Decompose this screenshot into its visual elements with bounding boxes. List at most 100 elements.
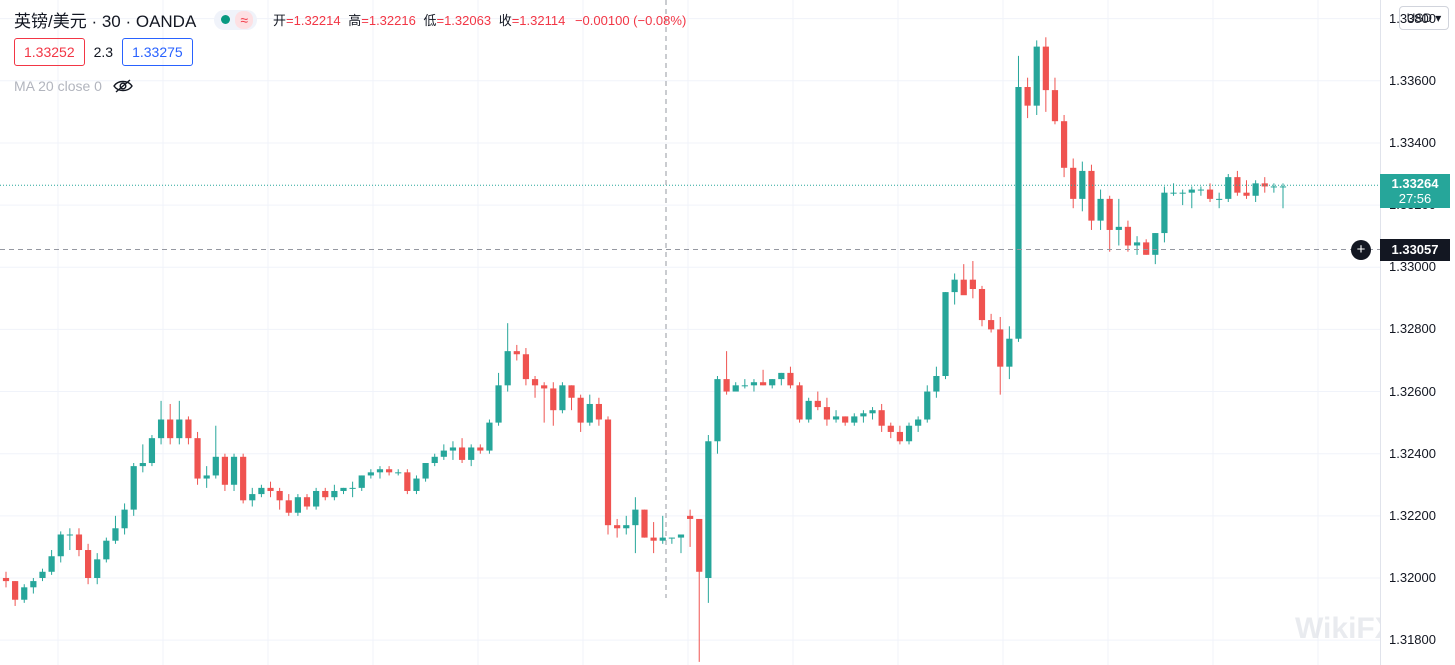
price-tick-label: 1.33000 (1389, 259, 1436, 275)
candle-body (1170, 192, 1177, 194)
candle-body (531, 379, 539, 386)
price-tick-label: 1.33600 (1389, 72, 1436, 88)
candle-body (1252, 183, 1259, 196)
open-value: =1.32214 (286, 13, 341, 28)
candle-body (1106, 198, 1113, 230)
candlestick-chart[interactable] (0, 0, 1380, 665)
candle-body (148, 438, 156, 464)
ohlc-values: 开=1.32214 高=1.32216 低=1.32063 收=1.32114 … (273, 10, 686, 29)
candle-body (668, 537, 675, 539)
low-value: =1.32063 (436, 13, 492, 28)
candle-body (12, 581, 19, 600)
candle-body (358, 475, 365, 488)
candle-body (915, 419, 922, 426)
candle-body (468, 447, 475, 460)
candle-body (933, 376, 940, 392)
candle-body (285, 500, 292, 513)
high-value: =1.32216 (361, 13, 416, 28)
eye-crossed-icon[interactable] (112, 78, 134, 94)
candle-body (851, 416, 858, 423)
buy-price-button[interactable]: 1.33275 (122, 38, 193, 66)
price-tick-label: 1.31800 (1389, 632, 1436, 648)
candle-body (960, 279, 967, 296)
candle-body (541, 385, 548, 389)
candle-body (212, 456, 219, 476)
price-tick-label: 1.32200 (1389, 507, 1436, 523)
candle-body (376, 469, 384, 473)
candle-body (340, 487, 347, 491)
candle-body (614, 525, 621, 529)
candle-body (185, 419, 192, 439)
candle-body (550, 388, 557, 411)
countdown-value: 27:56 (1398, 191, 1432, 207)
candle-body (741, 385, 748, 387)
candle-body (121, 509, 128, 529)
candle-body (313, 490, 320, 507)
market-status[interactable]: ≈ (214, 9, 257, 30)
candle-body (84, 550, 92, 578)
candle-body (860, 413, 867, 417)
candle-body (1161, 192, 1168, 234)
candle-body (577, 397, 584, 423)
candle-body (568, 385, 575, 398)
sell-price-button[interactable]: 1.33252 (14, 38, 85, 66)
candle-body (887, 425, 894, 432)
candle-body (1206, 189, 1214, 199)
candle-body (650, 537, 657, 541)
candle-body (303, 497, 311, 507)
candle-body (404, 472, 411, 491)
currency-selector[interactable]: USD ▾ (1399, 6, 1449, 30)
candle-body (258, 487, 265, 495)
high-label: 高 (348, 13, 362, 28)
candle-body (413, 478, 420, 491)
candle-body (869, 410, 876, 414)
candle-body (623, 525, 630, 529)
candle-body (103, 540, 110, 560)
candle-body (595, 403, 602, 420)
candle-body (1261, 183, 1268, 187)
candle-body (1143, 242, 1150, 255)
symbol-title[interactable]: 英镑/美元 · 30 · OANDA (14, 12, 197, 31)
chart-area[interactable]: 英镑/美元 · 30 · OANDA ≈ 开=1.32214 高=1.32216… (0, 0, 1395, 665)
candle-body (823, 407, 831, 420)
candle-body (194, 438, 201, 479)
candle-body (978, 288, 986, 321)
candle-body (951, 279, 958, 293)
candle-body (687, 515, 694, 519)
candle-body (94, 559, 101, 578)
candle-body (449, 447, 457, 451)
candle-body (805, 400, 812, 420)
candle-body (641, 509, 648, 538)
price-tick-label: 1.33800 (1389, 10, 1436, 26)
candle-body (249, 494, 256, 501)
candle-body (796, 385, 803, 420)
price-tick-label: 1.33400 (1389, 134, 1436, 150)
candle-body (1124, 226, 1132, 246)
indicator-row[interactable]: MA 20 close 0 (14, 78, 134, 94)
candle-body (750, 382, 758, 386)
candle-body (559, 385, 566, 411)
candle-body (1088, 170, 1095, 221)
candle-body (677, 534, 685, 538)
candle-body (1179, 192, 1186, 194)
candle-body (176, 419, 183, 439)
price-axis[interactable]: USD ▾ 1.338001.336001.334001.332001.3300… (1380, 0, 1455, 665)
candle-body (814, 400, 821, 408)
candle-body (139, 463, 146, 467)
candle-body (586, 403, 593, 423)
candle-body (604, 419, 612, 526)
candle-body (440, 450, 447, 457)
candle-body (1225, 177, 1232, 199)
low-label: 低 (423, 13, 437, 28)
add-alert-plus-icon[interactable]: + (1351, 239, 1371, 260)
candle-body (759, 382, 767, 386)
price-tick-label: 1.32400 (1389, 445, 1436, 461)
candle-body (787, 372, 794, 386)
candle-body (276, 490, 283, 501)
candle-body (66, 534, 73, 536)
candle-body (367, 472, 374, 476)
candle-body (659, 537, 666, 541)
price-tick-label: 1.32000 (1389, 569, 1436, 585)
ma-indicator-label[interactable]: MA 20 close 0 (14, 78, 102, 94)
candle-body (1133, 242, 1141, 246)
